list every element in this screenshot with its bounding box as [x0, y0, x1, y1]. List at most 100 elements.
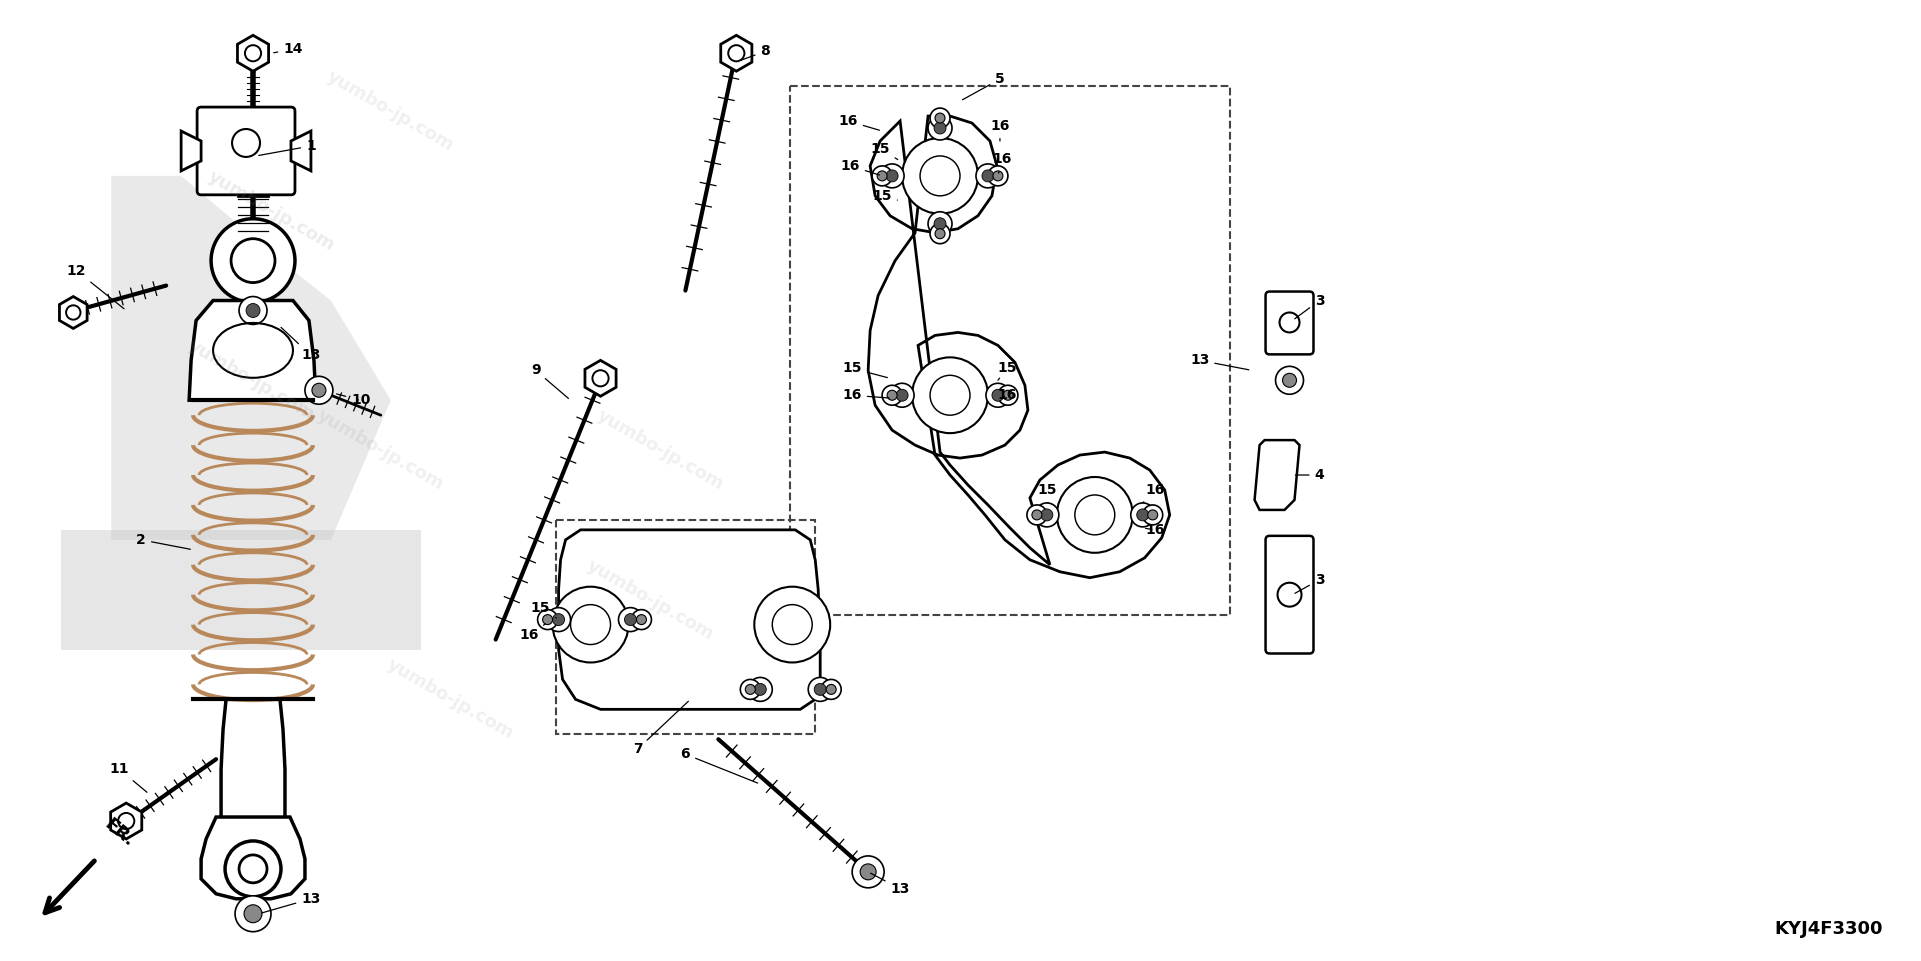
Text: 9: 9	[530, 363, 569, 399]
Circle shape	[1057, 477, 1133, 553]
Circle shape	[740, 679, 761, 700]
Polygon shape	[290, 131, 311, 171]
Text: yumbo-jp.com: yumbo-jp.com	[204, 167, 338, 255]
Circle shape	[903, 138, 978, 213]
Circle shape	[853, 856, 884, 888]
Bar	[555, 520, 815, 734]
Circle shape	[889, 383, 914, 407]
Text: 15: 15	[997, 361, 1016, 381]
Circle shape	[993, 171, 1003, 181]
Polygon shape	[60, 297, 86, 329]
Circle shape	[997, 385, 1018, 406]
Circle shape	[311, 383, 327, 397]
Text: 15: 15	[870, 142, 897, 160]
Circle shape	[872, 166, 891, 185]
Circle shape	[809, 678, 832, 702]
Text: 4: 4	[1295, 468, 1324, 482]
Circle shape	[745, 684, 755, 695]
Polygon shape	[868, 116, 1170, 578]
Text: yumbo-jp.com: yumbo-jp.com	[315, 407, 448, 494]
Circle shape	[936, 229, 945, 238]
Text: 15: 15	[843, 361, 888, 378]
Polygon shape	[181, 131, 202, 171]
Circle shape	[1283, 373, 1297, 387]
FancyBboxPatch shape	[198, 107, 296, 195]
Circle shape	[1032, 510, 1041, 520]
Bar	[790, 86, 1229, 615]
Text: yumbo-jp.com: yumbo-jp.com	[184, 336, 317, 424]
Circle shape	[772, 604, 813, 645]
Circle shape	[1137, 509, 1149, 521]
Circle shape	[749, 678, 772, 702]
Text: 16: 16	[997, 388, 1016, 403]
Polygon shape	[202, 817, 305, 899]
FancyBboxPatch shape	[1266, 536, 1314, 653]
Circle shape	[636, 615, 647, 625]
Circle shape	[912, 357, 987, 433]
Text: 3: 3	[1295, 573, 1324, 593]
FancyBboxPatch shape	[1266, 291, 1314, 355]
Circle shape	[234, 896, 271, 932]
Circle shape	[930, 224, 951, 244]
Circle shape	[934, 122, 945, 134]
Text: 6: 6	[680, 748, 757, 783]
Text: yumbo-jp.com: yumbo-jp.com	[584, 556, 717, 643]
Circle shape	[991, 389, 1005, 402]
Text: 14: 14	[273, 42, 304, 57]
Circle shape	[934, 218, 945, 230]
Circle shape	[928, 211, 953, 235]
Circle shape	[930, 376, 970, 415]
Circle shape	[542, 615, 553, 625]
Text: 16: 16	[1143, 483, 1164, 503]
Circle shape	[571, 604, 611, 645]
Text: yumbo-jp.com: yumbo-jp.com	[384, 655, 517, 743]
Text: 16: 16	[1145, 523, 1164, 537]
Circle shape	[1143, 505, 1162, 525]
Circle shape	[930, 108, 951, 128]
Text: 16: 16	[989, 119, 1010, 141]
Circle shape	[547, 607, 571, 631]
Text: 16: 16	[841, 159, 880, 175]
Circle shape	[246, 304, 259, 317]
Text: KYJ4F3300: KYJ4F3300	[1775, 920, 1883, 938]
Text: 13: 13	[1189, 354, 1249, 370]
Text: 15: 15	[872, 188, 897, 203]
Circle shape	[982, 170, 993, 182]
Text: 13: 13	[280, 328, 321, 362]
Text: yumbo-jp.com: yumbo-jp.com	[325, 67, 457, 155]
Text: 5: 5	[962, 72, 1005, 100]
Text: 10: 10	[336, 393, 371, 407]
Circle shape	[895, 389, 909, 402]
Circle shape	[305, 377, 332, 405]
Text: 16: 16	[519, 624, 546, 642]
Circle shape	[624, 614, 636, 626]
Circle shape	[553, 587, 628, 662]
Circle shape	[1276, 366, 1304, 394]
Polygon shape	[221, 700, 284, 819]
Circle shape	[1041, 509, 1053, 521]
Circle shape	[826, 684, 836, 695]
Polygon shape	[111, 803, 142, 839]
Circle shape	[238, 297, 267, 325]
Circle shape	[1028, 505, 1047, 525]
Text: 1: 1	[259, 139, 315, 156]
Circle shape	[1035, 503, 1058, 527]
Circle shape	[820, 679, 841, 700]
Text: 12: 12	[67, 263, 125, 308]
Text: 16: 16	[838, 114, 880, 131]
Circle shape	[632, 609, 651, 629]
Polygon shape	[559, 530, 820, 709]
Text: 15: 15	[530, 601, 557, 618]
Circle shape	[553, 614, 565, 626]
Text: 3: 3	[1295, 293, 1324, 319]
Circle shape	[1147, 510, 1158, 520]
Circle shape	[936, 113, 945, 123]
Text: 16: 16	[993, 152, 1012, 173]
Circle shape	[882, 385, 903, 406]
Polygon shape	[188, 301, 315, 400]
Polygon shape	[586, 360, 617, 396]
Circle shape	[987, 166, 1009, 185]
Text: 2: 2	[136, 532, 190, 550]
Text: yumbo-jp.com: yumbo-jp.com	[594, 407, 726, 494]
Polygon shape	[1254, 440, 1299, 510]
